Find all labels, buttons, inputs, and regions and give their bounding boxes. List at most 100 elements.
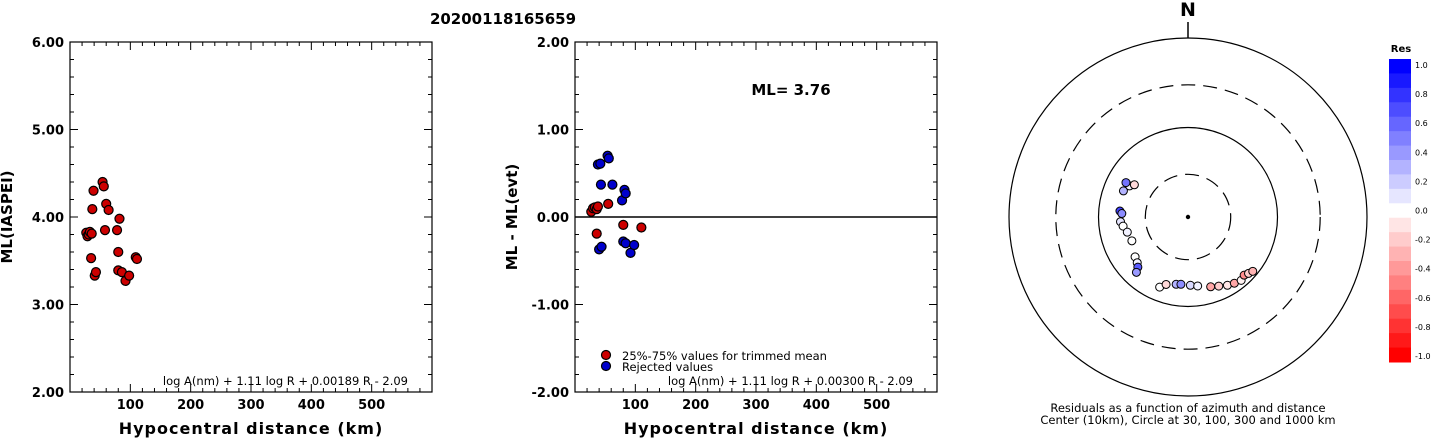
legend-trimmed-label: 25%-75% values for trimmed mean xyxy=(622,349,827,363)
station-residual-point xyxy=(1193,281,1203,291)
ring-30km xyxy=(1144,173,1232,261)
colorbar-swatch xyxy=(1389,217,1411,233)
colorbar-swatch xyxy=(1389,160,1411,175)
colorbar-swatch xyxy=(1389,333,1411,349)
station-residual-point xyxy=(1118,221,1128,231)
y-tick-label: 3.00 xyxy=(32,299,64,314)
station-residual-point xyxy=(1176,279,1186,289)
station-residual-point xyxy=(1214,281,1224,291)
colorbar-swatch xyxy=(1389,131,1411,147)
residual-colorbar: Res 1.0 0.8 0.6 0.4 0.2 0.0 -0.2 -0.4 -0.6 -0.8 -1.… xyxy=(1389,44,1431,363)
ml-point xyxy=(113,246,124,258)
legend-rejected-label: Rejected values xyxy=(622,360,713,374)
colorbar-tick-label: -0.8 xyxy=(1415,323,1431,332)
ring-300km xyxy=(1055,84,1321,350)
trimmed-point xyxy=(636,222,647,233)
x-tick-label: 400 xyxy=(298,398,325,413)
y-tick-label: 4.00 xyxy=(32,211,64,226)
colorbar-tick-label: 0.4 xyxy=(1415,148,1428,157)
rejected-point xyxy=(596,241,607,252)
ml-point xyxy=(131,253,143,265)
y-tick-label: 5.00 xyxy=(32,124,64,139)
y-tick-label: 1.00 xyxy=(537,124,569,139)
ml-point xyxy=(99,225,111,236)
colorbar-swatch xyxy=(1389,347,1411,363)
rejected-point xyxy=(595,179,607,190)
rejected-point xyxy=(607,179,618,190)
plot-frame xyxy=(69,41,433,393)
station-residual-point xyxy=(1248,266,1258,276)
station-residual-point xyxy=(1127,236,1137,246)
formula-label: log A(nm) + 1.11 log R + 0.00189 R - 2.0… xyxy=(163,374,408,388)
colorbar-tick-label: -0.2 xyxy=(1415,236,1431,245)
colorbar-tick-label: 0.0 xyxy=(1415,207,1428,216)
y-axis-label: ML(IASPEI) xyxy=(0,170,16,263)
ml-point xyxy=(86,228,97,239)
colorbar-swatch xyxy=(1389,318,1411,334)
colorbar-tick-label: 0.8 xyxy=(1415,90,1428,99)
colorbar-tick-label: -0.6 xyxy=(1415,294,1431,303)
x-tick-label: 500 xyxy=(358,398,385,413)
colorbar-tick-label: -1.0 xyxy=(1415,352,1431,361)
ml-point xyxy=(88,185,99,196)
station-residual-point xyxy=(1161,279,1171,289)
rejected-point xyxy=(620,188,631,199)
trimmed-point xyxy=(591,228,602,239)
y-tick-label: -1.00 xyxy=(532,299,569,314)
ring-1000km xyxy=(1008,37,1368,397)
x-tick-label: 200 xyxy=(177,398,204,413)
station-residual-point xyxy=(1118,186,1128,196)
x-tick-label: 300 xyxy=(237,398,264,413)
north-label: N xyxy=(1180,0,1196,21)
colorbar-tick-label: 0.2 xyxy=(1415,177,1428,186)
y-tick-label: 0.00 xyxy=(537,211,569,226)
formula-label: log A(nm) + 1.11 log R + 0.00300 R - 2.0… xyxy=(668,374,913,388)
trimmed-point xyxy=(603,198,614,209)
station-residual-point xyxy=(1131,267,1141,277)
rejected-point xyxy=(629,239,640,251)
station-residual-point xyxy=(1122,227,1132,237)
colorbar-swatch xyxy=(1389,174,1411,190)
residual-vs-distance-panel: 100 200 300 400 500 -2.00 -1.00 0.00 1.00 2.00 Hyp… xyxy=(503,36,938,438)
ml-point xyxy=(111,225,123,236)
epicenter-dot xyxy=(1185,214,1191,220)
station-residual-point xyxy=(1129,180,1139,190)
colorbar-tick-label: -0.4 xyxy=(1415,265,1431,274)
trimmed-point xyxy=(592,201,604,212)
map-caption-line1: Residuals as a function of azimuth and d… xyxy=(1050,401,1325,415)
ring-100km xyxy=(1097,126,1279,308)
colorbar-tick-label: 1.0 xyxy=(1415,61,1428,70)
y-tick-label: 2.00 xyxy=(537,36,569,51)
colorbar-swatch xyxy=(1389,246,1411,262)
ml-vs-distance-panel: 100 200 300 400 500 2.00 3.00 4.00 5.00 6.00 Hypoc… xyxy=(0,36,433,438)
x-tick-label: 200 xyxy=(682,398,709,413)
colorbar-swatch xyxy=(1389,188,1411,204)
colorbar-tick-label: 0.6 xyxy=(1415,119,1428,128)
legend-rejected-marker xyxy=(600,360,612,372)
ml-point xyxy=(87,204,98,215)
colorbar-swatch xyxy=(1389,304,1411,320)
y-axis-label: ML - ML(evt) xyxy=(503,164,521,270)
station-residual-point xyxy=(1185,280,1195,290)
x-tick-label: 500 xyxy=(863,398,890,413)
station-residual-point xyxy=(1121,178,1131,188)
colorbar-swatch xyxy=(1389,145,1411,161)
y-tick-label: 2.00 xyxy=(32,386,64,401)
rejected-point xyxy=(595,158,606,169)
x-tick-label: 100 xyxy=(622,398,649,413)
legend-trimmed-marker xyxy=(600,349,612,361)
x-axis-label: Hypocentral distance (km) xyxy=(119,419,384,438)
ml-point xyxy=(98,181,109,192)
colorbar-swatch xyxy=(1389,203,1411,219)
x-axis-label: Hypocentral distance (km) xyxy=(624,419,889,438)
azimuth-residual-map: N Residuals as a function of azimuth and … xyxy=(1008,0,1368,427)
station-residual-point xyxy=(1117,209,1127,219)
ml-point xyxy=(124,270,135,281)
ml-point xyxy=(103,204,114,216)
ml-point xyxy=(114,213,125,224)
station-residual-point xyxy=(1206,282,1216,292)
ml-annotation: ML= 3.76 xyxy=(751,81,830,99)
colorbar-swatch xyxy=(1389,289,1411,305)
